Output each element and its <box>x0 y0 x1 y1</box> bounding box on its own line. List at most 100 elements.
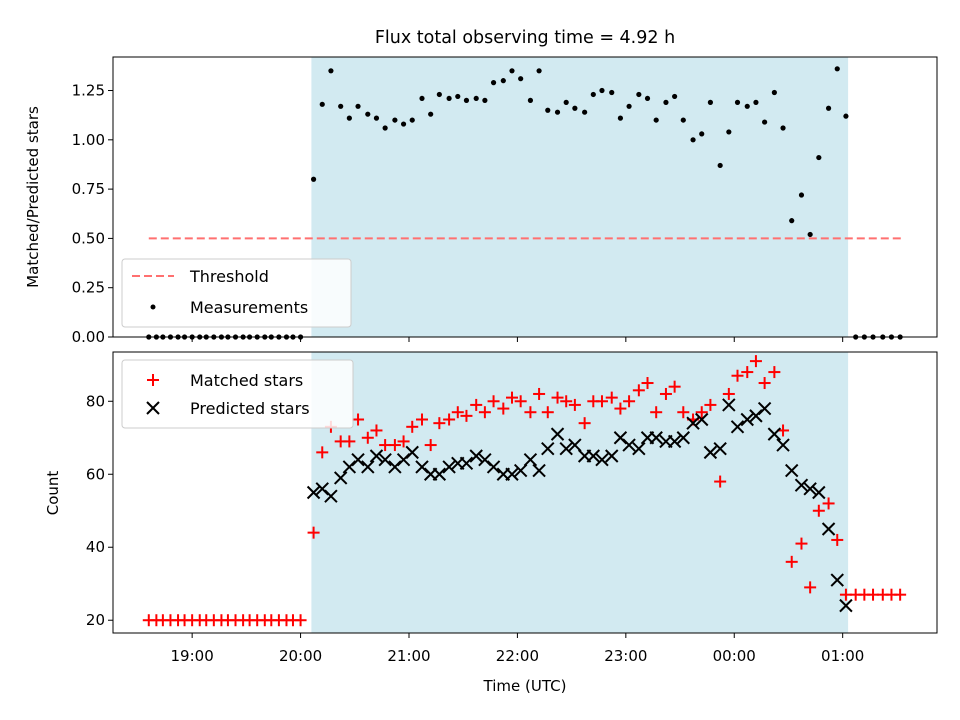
matched-star-point <box>478 406 491 419</box>
measurement-point <box>563 99 569 105</box>
matched-star-point <box>568 398 581 411</box>
measurement-point <box>355 103 361 109</box>
predicted-star-point <box>649 431 663 445</box>
legend-matched-swatch <box>147 374 159 386</box>
predicted-star-point <box>486 460 501 474</box>
matched-star-point <box>578 417 591 430</box>
predicted-star-point <box>667 434 682 449</box>
measurement-point <box>436 91 442 98</box>
top-ytick-label: 1.25 <box>72 82 105 100</box>
bottom-ytick-label: 60 <box>86 465 105 483</box>
matched-star-point <box>804 581 817 594</box>
matched-star-point <box>370 424 383 437</box>
matched-star-point <box>668 380 681 393</box>
predicted-star-point <box>378 452 392 467</box>
matched-star-point <box>294 614 307 627</box>
measurement-point <box>500 78 506 84</box>
matched-star-point <box>343 435 356 448</box>
measurement-point <box>744 103 750 109</box>
matched-star-point <box>785 555 798 568</box>
predicted-star-point <box>532 463 546 478</box>
measurement-point <box>653 117 659 123</box>
bottom-xtick-label: 20:00 <box>279 647 322 665</box>
predicted-star-point <box>306 485 321 500</box>
measurement-point <box>590 91 596 98</box>
measurement-point <box>346 115 352 121</box>
measurement-point <box>690 137 696 143</box>
bottom-ytick-label: 20 <box>86 611 105 629</box>
predicted-star-point <box>703 445 718 460</box>
measurement-point <box>636 91 642 98</box>
predicted-star-point <box>586 449 601 463</box>
matched-star-point <box>416 413 428 426</box>
matched-star-point <box>894 588 907 601</box>
matched-star-point <box>605 391 618 404</box>
measurement-point <box>780 125 786 131</box>
matched-star-point <box>388 439 401 452</box>
measurement-point <box>582 109 588 115</box>
matched-star-point <box>831 533 844 546</box>
bottom-ytick-label: 40 <box>86 538 105 556</box>
matched-star-point <box>560 395 573 408</box>
matched-star-point <box>470 398 483 411</box>
matched-star-point <box>812 504 825 517</box>
predicted-star-point <box>559 442 573 456</box>
predicted-star-point <box>803 482 817 496</box>
predicted-star-point <box>369 449 384 463</box>
predicted-star-point <box>686 416 700 430</box>
matched-star-point <box>397 435 410 448</box>
predicted-star-point <box>469 449 483 463</box>
measurement-point <box>527 97 534 103</box>
measurement-point <box>599 87 605 94</box>
x-axis-label: Time (UTC) <box>483 677 567 695</box>
measurement-point <box>365 111 371 117</box>
measurement-point <box>536 68 542 74</box>
legend-matched-label: Matched stars <box>190 371 303 390</box>
measurement-point <box>338 103 344 109</box>
bottom-panel: 20 40 60 80 19:00 20:00 21:00 22:00 23:00 00:00 0… <box>44 351 938 695</box>
bottom-legend-box <box>121 359 354 429</box>
matched-star-point <box>433 417 446 430</box>
matched-star-point <box>541 406 554 419</box>
predicted-star-point <box>432 467 447 481</box>
matched-star-point <box>623 395 636 408</box>
top-legend-box <box>121 258 352 328</box>
measurement-point <box>644 95 651 102</box>
predicted-star-point <box>757 401 772 416</box>
predicted-star-point <box>767 427 782 441</box>
measurement-point <box>699 131 705 137</box>
matched-star-point <box>514 395 527 408</box>
matched-star-point <box>722 387 735 400</box>
measurement-point <box>319 101 325 107</box>
bottom-y-axis-label: Count <box>44 471 62 516</box>
measurement-point <box>545 107 551 113</box>
measurement-point <box>518 76 524 82</box>
measurement-point <box>328 68 334 74</box>
matched-star-point <box>406 420 419 433</box>
matched-star-point <box>749 355 762 368</box>
measurement-point <box>509 68 515 74</box>
matched-star-point <box>460 409 473 422</box>
predicted-star-point <box>740 412 754 427</box>
measurement-point <box>419 95 425 102</box>
measurement-point <box>373 115 380 121</box>
bottom-panel-shaded-region <box>311 352 849 633</box>
predicted-star-point <box>324 489 338 503</box>
predicted-star-point <box>541 442 555 456</box>
measurement-point <box>626 103 632 109</box>
chart-title: Flux total observing time = 4.92 h <box>375 28 675 48</box>
matched-star-point <box>487 395 500 408</box>
measurement-point <box>672 93 678 100</box>
measurement-point <box>382 125 388 131</box>
bottom-xtick-label: 22:00 <box>496 647 539 665</box>
matched-star-point <box>704 398 717 411</box>
measurement-point <box>609 89 615 96</box>
measurement-point <box>798 192 805 198</box>
matched-star-point <box>659 387 672 400</box>
measurement-point <box>455 93 461 100</box>
bottom-panel-frame <box>112 351 938 634</box>
measurement-point <box>400 121 407 127</box>
matched-star-point <box>443 413 456 426</box>
legend-measurements-label: Measurements <box>190 298 308 317</box>
